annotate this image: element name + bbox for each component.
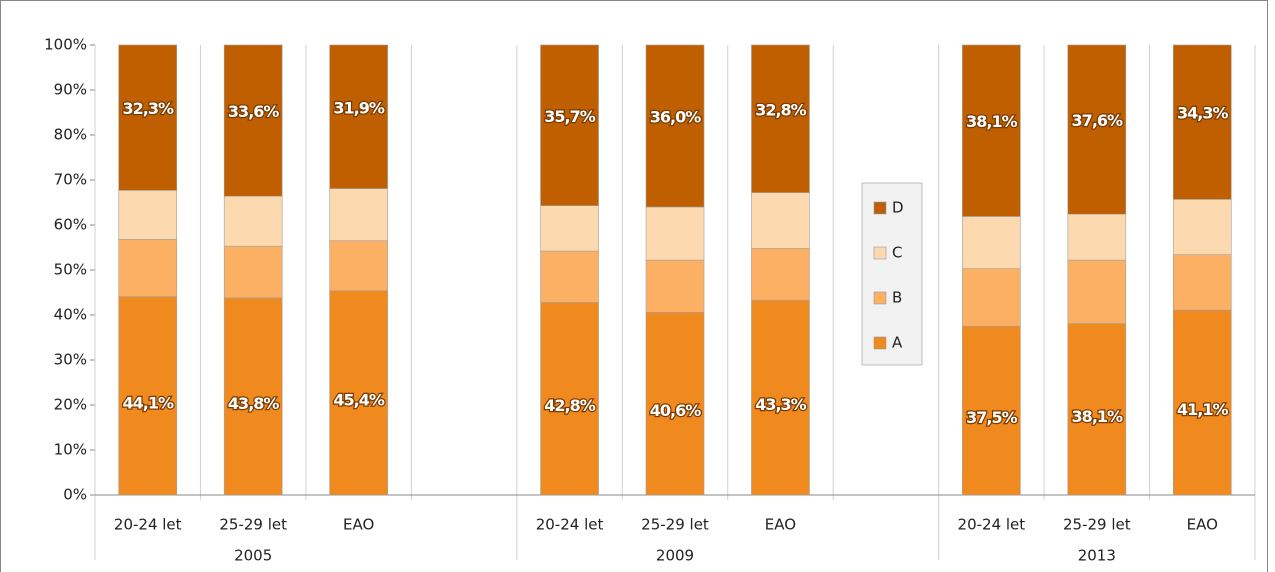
- legend-label: D: [892, 199, 904, 217]
- data-label: 45,4%: [333, 390, 384, 409]
- bar-segment: [223, 245, 283, 299]
- bar-segment: [751, 192, 810, 249]
- bar-segment: [329, 240, 388, 292]
- bar-segment: [645, 44, 705, 208]
- data-label: 31,9%: [333, 98, 384, 117]
- bar-segment: [223, 44, 283, 197]
- bar-segment: [1172, 199, 1232, 256]
- y-tick-label: 0%: [63, 486, 87, 504]
- bar-segment: [329, 290, 388, 496]
- bar-segment: [645, 206, 705, 261]
- bar-segment: [1172, 309, 1232, 496]
- legend-swatch: [873, 246, 887, 260]
- data-label: 37,6%: [1072, 111, 1123, 130]
- bar-segment: [962, 325, 1021, 496]
- x-tick-label: 25-29 let: [641, 516, 709, 534]
- y-tick-label: 40%: [54, 306, 87, 324]
- bar-segment: [1067, 213, 1127, 261]
- legend-swatch: [873, 201, 887, 215]
- bar-segment: [223, 297, 283, 496]
- y-tick-label: 100%: [44, 36, 87, 54]
- bar-segment: [962, 44, 1021, 217]
- bar-segment: [118, 44, 178, 191]
- data-label: 43,8%: [228, 394, 279, 413]
- legend-label: C: [892, 244, 902, 262]
- data-label: 35,7%: [544, 107, 595, 126]
- bar-segment: [1067, 44, 1127, 215]
- y-tick-label: 80%: [54, 126, 87, 144]
- bar-segment: [540, 44, 599, 206]
- bar-segment: [1172, 44, 1232, 200]
- bar-segment: [540, 205, 599, 252]
- data-label: 42,8%: [544, 396, 595, 415]
- x-tick-label: EAO: [1187, 516, 1218, 534]
- data-label: 43,3%: [755, 395, 806, 414]
- bar-segment: [540, 250, 599, 303]
- group-label: 2009: [656, 547, 694, 565]
- bar-segment: [962, 268, 1021, 327]
- legend-label: A: [892, 334, 903, 352]
- legend-swatch: [873, 291, 887, 305]
- data-label: 38,1%: [1072, 407, 1123, 426]
- bar-segment: [118, 190, 178, 240]
- data-label: 32,3%: [122, 99, 173, 118]
- legend-box: [861, 182, 923, 366]
- data-label: 44,1%: [122, 393, 173, 412]
- bar-segment: [751, 299, 810, 496]
- x-tick-label: EAO: [765, 516, 796, 534]
- bar-segment: [645, 311, 705, 496]
- y-tick-label: 10%: [54, 441, 87, 459]
- bar-segment: [962, 216, 1021, 269]
- data-label: 38,1%: [966, 112, 1017, 131]
- bar-segment: [645, 259, 705, 313]
- y-tick-label: 30%: [54, 351, 87, 369]
- data-label: 34,3%: [1177, 104, 1228, 123]
- bar-segment: [751, 248, 810, 301]
- group-label: 2005: [234, 547, 272, 565]
- bar-segment: [1067, 323, 1127, 496]
- data-label: 40,6%: [650, 401, 701, 420]
- x-tick-label: 20-24 let: [114, 516, 182, 534]
- data-label: 41,1%: [1177, 400, 1228, 419]
- bar-segment: [1067, 259, 1127, 324]
- data-label: 33,6%: [228, 102, 279, 121]
- data-label: 32,8%: [755, 100, 806, 119]
- bar-segment: [329, 188, 388, 242]
- data-label: 37,5%: [966, 408, 1017, 427]
- y-tick-label: 20%: [54, 396, 87, 414]
- bar-segment: [223, 195, 283, 247]
- x-tick-label: 25-29 let: [219, 516, 287, 534]
- x-tick-label: 25-29 let: [1063, 516, 1131, 534]
- bar-segment: [118, 296, 178, 496]
- group-label: 2013: [1078, 547, 1116, 565]
- bar-segment: [751, 44, 810, 193]
- legend-label: B: [892, 289, 902, 307]
- bar-segment: [540, 302, 599, 496]
- y-tick-label: 90%: [54, 81, 87, 99]
- x-tick-label: EAO: [343, 516, 374, 534]
- data-label: 36,0%: [650, 108, 701, 127]
- bar-segment: [1172, 254, 1232, 311]
- y-tick-label: 50%: [54, 261, 87, 279]
- bar-segment: [118, 239, 178, 297]
- legend-swatch: [873, 336, 887, 350]
- y-tick-label: 70%: [54, 171, 87, 189]
- x-tick-label: 20-24 let: [958, 516, 1026, 534]
- x-tick-label: 20-24 let: [536, 516, 604, 534]
- bar-segment: [329, 44, 388, 189]
- y-tick-label: 60%: [54, 216, 87, 234]
